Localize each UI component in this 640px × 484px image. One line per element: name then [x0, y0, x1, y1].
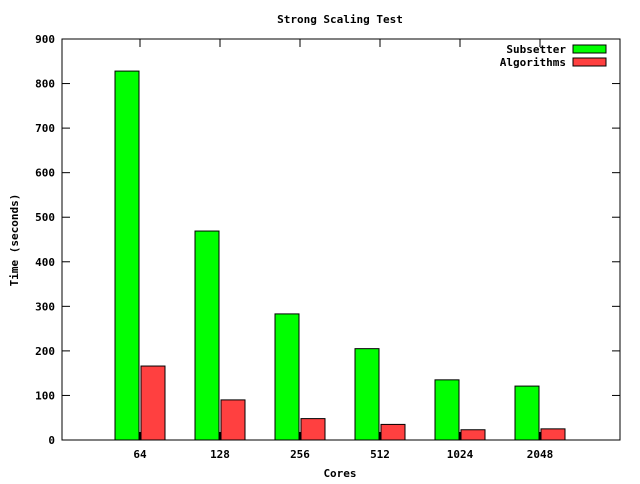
bar-algorithms-128 [220, 399, 246, 441]
y-tick-label: 700 [35, 122, 55, 135]
plot-border [61, 38, 621, 441]
x-tick-label: 512 [370, 448, 390, 461]
y-tick-label: 800 [35, 78, 55, 91]
bar-subsetter-2048 [514, 385, 540, 441]
bar-subsetter-512 [354, 348, 380, 441]
legend-label: Subsetter [506, 43, 566, 56]
legend-label: Algorithms [500, 56, 566, 69]
y-axis-label: Time (seconds) [8, 194, 21, 287]
y-tick-label: 200 [35, 345, 55, 358]
x-tick-label: 64 [133, 448, 147, 461]
y-tick-label: 500 [35, 211, 55, 224]
bar-algorithms-1024 [460, 429, 486, 441]
y-tick-label: 900 [35, 33, 55, 46]
chart-title: Strong Scaling Test [277, 13, 403, 26]
y-tick-label: 100 [35, 389, 55, 402]
y-tick-label: 0 [48, 434, 55, 447]
legend-swatch-subsetter [572, 44, 607, 54]
x-axis-label: Cores [323, 467, 356, 480]
x-tick-label: 256 [290, 448, 310, 461]
x-tick-label: 128 [210, 448, 230, 461]
plot-area: 0 100 200 300 400 500 600 700 800 900 64 128 256 512 1… [35, 33, 621, 461]
bar-algorithms-512 [380, 423, 406, 441]
y-tick-label: 400 [35, 256, 55, 269]
bar-subsetter-128 [194, 230, 220, 441]
x-tick-label: 2048 [527, 448, 554, 461]
y-tick-label: 600 [35, 167, 55, 180]
y-tick-label: 300 [35, 300, 55, 313]
bar-algorithms-2048 [540, 428, 566, 441]
bar-subsetter-256 [274, 313, 300, 441]
bar-subsetter-64 [114, 70, 140, 441]
bar-algorithms-64 [140, 365, 166, 441]
bar-algorithms-256 [300, 418, 326, 441]
bar-subsetter-1024 [434, 379, 460, 441]
legend-swatch-algorithms [572, 57, 607, 67]
x-tick-label: 1024 [447, 448, 474, 461]
